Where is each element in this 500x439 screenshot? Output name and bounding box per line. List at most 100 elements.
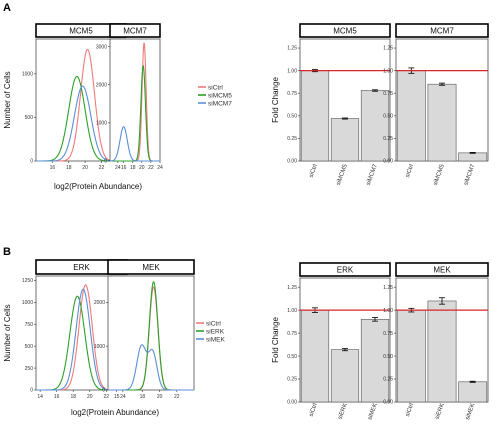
A-hist-MCM5-ytick-label: 500 [25, 115, 34, 121]
A-hist-xlabel: log2(Protein Abundance) [54, 182, 142, 191]
B-hist-xlabel: log2(Protein Abundance) [71, 408, 159, 417]
A-bar-MCM5-xcat-label: siCtrl [309, 164, 319, 179]
B-hist-MEK-strip [107, 259, 195, 275]
B-hist-ERK-ytick-label: 1000 [22, 300, 33, 306]
B-bar-MEK-ytick-label: 1.25 [383, 285, 393, 291]
B-bar-ERK-xcat-label: siERK [338, 403, 349, 421]
B-bar-MEK-ytick-label: 0.25 [383, 377, 393, 383]
B-hist-ERK-xtick-label: 18 [70, 394, 76, 400]
A-hist-MCM5-ytick-label: 1000 [22, 72, 33, 78]
A-bar-MCM5-ytick-label: 0.25 [287, 136, 297, 142]
B-bar-ERK-strip [299, 262, 391, 277]
A-hist-legend-label-siMCM5: siMCM5 [208, 92, 232, 99]
A-hist-panel-label: A [3, 2, 11, 14]
B-bar-MEK-xcat-label: siCtrl [405, 403, 415, 418]
A-hist-MCM7-xtick-label: 18 [130, 165, 136, 171]
B-bar-MEK-strip [395, 262, 489, 277]
A-hist-MCM5-strip-title: MCM5 [69, 27, 93, 36]
B-bar-ERK-strip-title: ERK [337, 266, 354, 275]
B-hist-MEK-ytick-label: 2000 [94, 300, 105, 306]
A-bar-MCM5-bar-siMCM5 [330, 118, 360, 162]
B-bar-ylabel: Fold Change [271, 317, 280, 363]
A-bar-MCM7-ytick-label: 0.75 [383, 91, 393, 97]
A-bar-MCM5-ytick-label: 1.00 [287, 68, 297, 74]
A-hist-MCM7-xtick-label: 16 [121, 165, 127, 171]
B-hist-ERK-xtick-label: 14 [37, 394, 43, 400]
B-hist-MEK-xtick-label: 22 [174, 394, 180, 400]
B-hist-ERK-xtick-label: 24 [120, 394, 126, 400]
A-bar-MCM7-xcat-label: siCtrl [405, 164, 415, 179]
A-hist-MCM5-xtick-label: 18 [66, 165, 72, 171]
A-bar-MCM5-bar-siMCM7 [360, 90, 390, 162]
B-bar-MEK-ytick-label: 1.00 [383, 308, 393, 314]
B-hist-MEK-xtick-label: 15 [114, 394, 120, 400]
A-hist-MCM5-xtick-label: 20 [82, 165, 88, 171]
B-hist-MEK-xtick-label: 18 [140, 394, 146, 400]
B-hist-ERK-ytick-label: 500 [25, 344, 34, 350]
A-hist-MCM7-ytick-label: 0 [104, 159, 107, 165]
B-hist-ERK-xtick-label: 20 [87, 394, 93, 400]
A-bar-MCM5-ytick-label: 0.00 [287, 159, 297, 165]
A-hist-legend-label-siMCM7: siMCM7 [208, 100, 232, 107]
B-bar-ERK-ytick-label: 1.25 [287, 285, 297, 291]
B-hist-MEK-ytick-label: 0 [102, 388, 105, 394]
A-hist-MCM7-strip-title: MCM7 [123, 27, 147, 36]
B-hist-MEK-xtick-label: 20 [157, 394, 163, 400]
A-hist-MCM7-xtick-label: 24 [157, 165, 163, 171]
B-bar-ERK-ytick-label: 0.50 [287, 354, 297, 360]
B-hist-legend-label-siERK: siERK [206, 328, 225, 335]
A-bar-MCM7-xcat-label: siMCM7 [463, 163, 476, 186]
A-hist-MCM5-ytick-label: 0 [30, 159, 33, 165]
B-bar-ERK-ytick-label: 0.75 [287, 331, 297, 337]
B-bar-ERK-xcat-label: siCtrl [309, 403, 319, 418]
A-bar-MCM7-bar-siCtrl [396, 70, 426, 162]
A-bar-MCM5-strip-title: MCM5 [333, 27, 357, 36]
B-bar-ERK-ytick-label: 0.00 [287, 400, 297, 406]
B-hist-ERK-ytick-label: 250 [25, 366, 34, 372]
B-hist-panel-label: B [3, 246, 11, 258]
A-bar-MCM7-ytick-label: 0.25 [383, 136, 393, 142]
B-hist-ERK-ytick-label: 750 [25, 322, 34, 328]
A-hist-MCM7-ytick-label: 3000 [96, 44, 107, 50]
B-bar-ERK-xcat-label: siMEK [367, 403, 379, 421]
B-bar-ERK-bar-siMEK [360, 319, 390, 403]
A-bar-MCM7-strip-title: MCM7 [430, 27, 454, 36]
A-bar-MCM7-ytick-label: 1.00 [383, 68, 393, 74]
B-bar-MEK-bar-siCtrl [396, 309, 426, 403]
B-bar-ERK-bar-siCtrl [300, 309, 330, 403]
B-hist-ylabel: Number of Cells [3, 304, 12, 361]
B-bar-MEK-ytick-label: 0.00 [383, 400, 393, 406]
A-hist-MCM5-xtick-label: 22 [99, 165, 105, 171]
B-hist-ERK-xtick-label: 16 [54, 394, 60, 400]
B-hist-legend-label-siCtrl: siCtrl [206, 320, 221, 327]
A-hist-MCM7-curve-siMCM7 [109, 126, 161, 162]
B-bar-MEK-xcat-label: siERK [435, 403, 446, 421]
A-bar-MCM5-bar-siCtrl [300, 70, 330, 162]
A-bar-MCM5-xcat-label: siMCM7 [366, 163, 379, 186]
A-hist-MCM7-ytick-label: 1000 [96, 121, 107, 127]
B-hist-MEK-strip-title: MEK [142, 263, 160, 272]
A-bar-MCM5-xcat-label: siMCM5 [336, 163, 349, 186]
B-hist-MEK-panel [107, 275, 195, 391]
A-hist-MCM7-ytick-label: 2000 [96, 82, 107, 88]
A-bar-MCM7-xcat-label: siMCM5 [433, 163, 446, 186]
A-bar-MCM5-ytick-label: 1.25 [287, 46, 297, 52]
B-bar-MEK-ytick-label: 0.75 [383, 331, 393, 337]
A-bar-MCM7-ytick-label: 1.25 [383, 46, 393, 52]
A-hist-ylabel: Number of Cells [3, 71, 12, 128]
B-bar-MEK-ytick-label: 0.50 [383, 354, 393, 360]
A-bar-MCM5-strip [299, 23, 391, 38]
A-bar-MCM7-bar-siMCM7 [458, 152, 488, 162]
A-bar-MCM5-ytick-label: 0.75 [287, 91, 297, 97]
A-hist-MCM5-xtick-label: 24 [115, 165, 121, 171]
A-hist-MCM7-panel [109, 38, 161, 162]
B-bar-ERK-ytick-label: 1.00 [287, 308, 297, 314]
A-hist-MCM7-xtick-label: 22 [148, 165, 154, 171]
B-bar-MEK-bar-siERK [427, 300, 457, 403]
B-hist-ERK-ytick-label: 1250 [22, 278, 33, 284]
A-hist-MCM7-strip [109, 23, 161, 38]
A-bar-MCM5-ytick-label: 0.50 [287, 114, 297, 120]
B-hist-MEK-ytick-label: 1000 [94, 344, 105, 350]
B-bar-MEK-bar-siMEK [458, 381, 488, 403]
